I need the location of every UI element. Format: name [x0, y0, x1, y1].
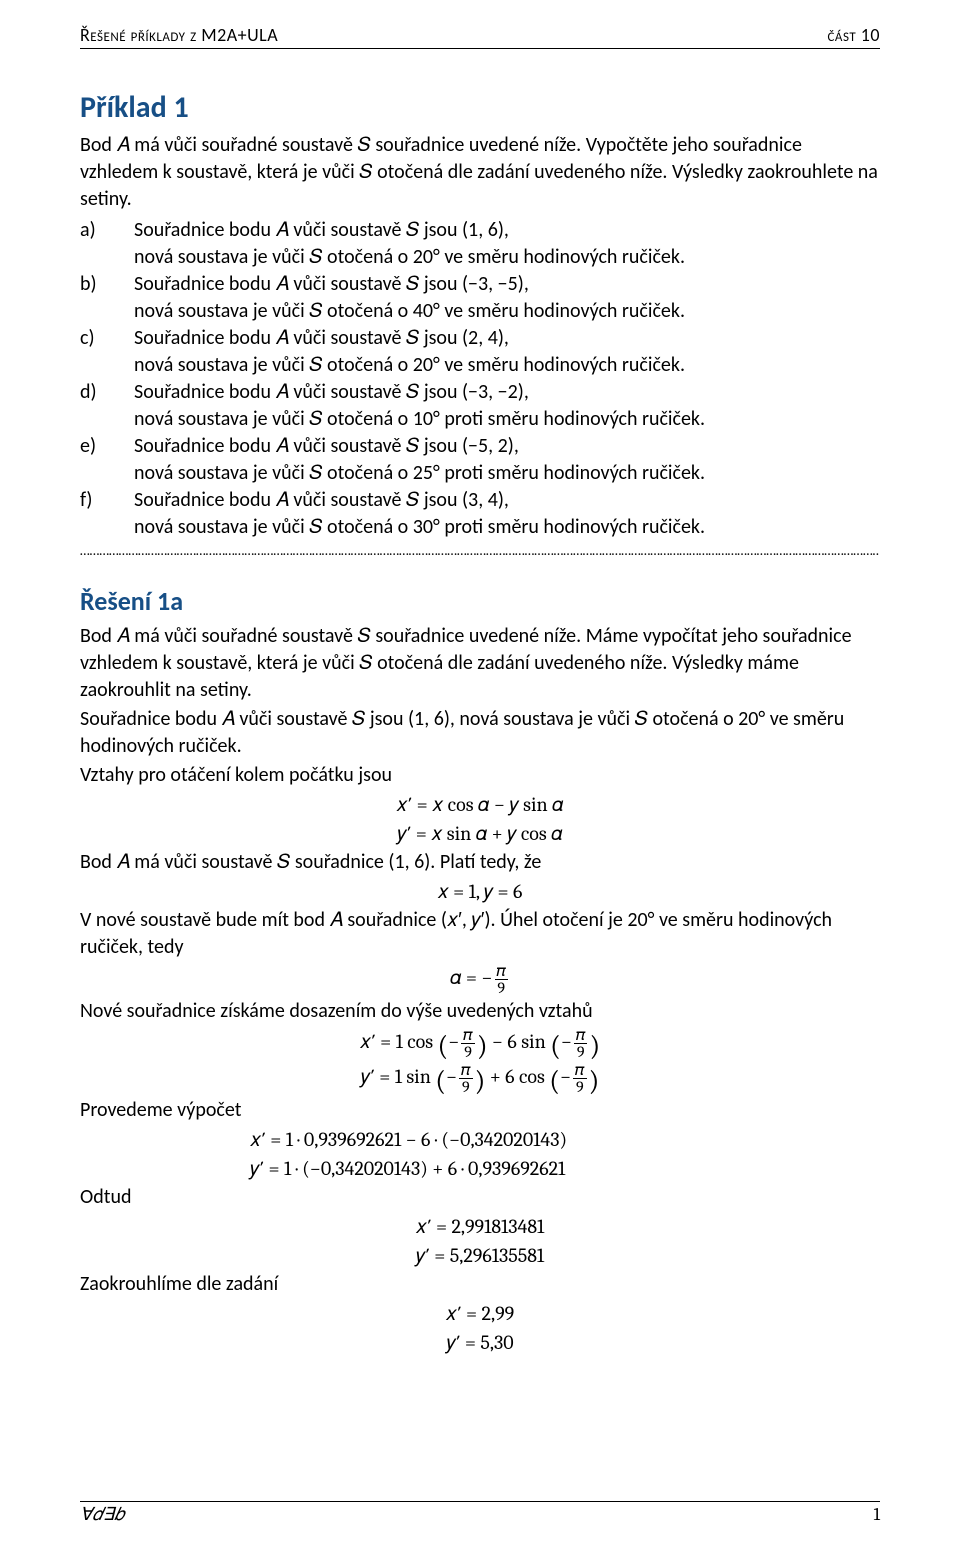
item-a: a) Souřadnice bodu 𝐴 vůči soustavě 𝑆 jso… [80, 217, 880, 271]
page-header: Řešené příklady z M2A+ULA část 10 [80, 24, 880, 49]
solution-p5: V nové soustavě bude mít bod 𝐴 souřadnic… [80, 907, 880, 961]
item-label: c) [80, 325, 134, 379]
eq-sub-y: 𝑦′ = 1 sin (−𝜋9) + 6 cos (−𝜋9) [80, 1062, 880, 1095]
heading-reseni-1a: Řešení 1a [80, 585, 880, 617]
solution-p1: Bod 𝐴 má vůči souřadné soustavě 𝑆 souřad… [80, 623, 880, 704]
item-line-2: nová soustava je vůči 𝑆 otočená o 30° pr… [134, 515, 705, 539]
solution-p6: Nové souřadnice získáme dosazením do výš… [80, 998, 880, 1025]
alpha-lhs: 𝛼 = − [450, 967, 493, 990]
problem-statement: Bod 𝐴 má vůči souřadné soustavě 𝑆 souřad… [80, 132, 880, 541]
item-text: Souřadnice bodu 𝐴 vůči soustavě 𝑆 jsou (… [134, 325, 880, 379]
item-label: b) [80, 271, 134, 325]
item-e: e) Souřadnice bodu 𝐴 vůči soustavě 𝑆 jso… [80, 433, 880, 487]
item-label: a) [80, 217, 134, 271]
equation-xy-values: 𝑥 = 1, 𝑦 = 6 [80, 878, 880, 905]
num: 𝜋 [573, 1062, 587, 1079]
solution-p4: Bod 𝐴 má vůči soustavě 𝑆 souřadnice (1, … [80, 849, 880, 876]
eq3b-frac1: 𝜋9 [459, 1062, 473, 1095]
solution-p3: Vztahy pro otáčení kolem počátku jsou [80, 762, 880, 789]
eq3a-frac1: 𝜋9 [461, 1027, 475, 1060]
den: 9 [461, 1044, 475, 1060]
item-line-2: nová soustava je vůči 𝑆 otočená o 10° pr… [134, 407, 705, 431]
item-b: b) Souřadnice bodu 𝐴 vůči soustavě 𝑆 jso… [80, 271, 880, 325]
eq3a-frac2: 𝜋9 [574, 1027, 588, 1060]
eq3b-mid: + 6 cos [485, 1066, 545, 1089]
eq3a-pre: 𝑥′ = 1 cos [360, 1031, 433, 1054]
item-line-2: nová soustava je vůči 𝑆 otočená o 25° pr… [134, 461, 705, 485]
eq3b-pre: 𝑦′ = 1 sin [361, 1066, 431, 1089]
item-d: d) Souřadnice bodu 𝐴 vůči soustavě 𝑆 jso… [80, 379, 880, 433]
eq-res-x: 𝑥′ = 2,991813481 [80, 1213, 880, 1240]
num: 𝜋 [459, 1062, 473, 1079]
separator-dots: …………………………………………………………………………………………………………… [80, 547, 880, 555]
item-line-1: Souřadnice bodu 𝐴 vůči soustavě 𝑆 jsou (… [134, 488, 509, 512]
heading-priklad-1: Příklad 1 [80, 89, 880, 126]
intro-paragraph: Bod 𝐴 má vůči souřadné soustavě 𝑆 souřad… [80, 132, 880, 213]
eq3b-frac2: 𝜋9 [573, 1062, 587, 1095]
item-text: Souřadnice bodu 𝐴 vůči soustavě 𝑆 jsou (… [134, 379, 880, 433]
den: 9 [459, 1079, 473, 1095]
num: 𝜋 [461, 1027, 475, 1044]
item-line-1: Souřadnice bodu 𝐴 vůči soustavě 𝑆 jsou (… [134, 380, 529, 404]
solution-body: Bod 𝐴 má vůči souřadné soustavě 𝑆 souřad… [80, 623, 880, 1356]
num: 𝜋 [574, 1027, 588, 1044]
item-line-1: Souřadnice bodu 𝐴 vůči soustavě 𝑆 jsou (… [134, 218, 509, 242]
footer-left: ∀𝑑∃𝑏 [80, 1504, 124, 1525]
eq-alpha: 𝛼 = −𝜋9 [80, 963, 880, 996]
eq-comp-y: 𝑦′ = 1 · (−0,342020143) + 6 · 0,93969262… [250, 1155, 880, 1182]
eq-round-y: 𝑦′ = 5,30 [80, 1329, 880, 1356]
item-f: f) Souřadnice bodu 𝐴 vůči soustavě 𝑆 jso… [80, 487, 880, 541]
item-label: f) [80, 487, 134, 541]
solution-p9: Zaokrouhlíme dle zadání [80, 1271, 880, 1298]
eq-sub-x: 𝑥′ = 1 cos (−𝜋9) − 6 sin (−𝜋9) [80, 1027, 880, 1060]
solution-p2: Souřadnice bodu 𝐴 vůči soustavě 𝑆 jsou (… [80, 706, 880, 760]
solution-p7: Provedeme výpočet [80, 1097, 880, 1124]
solution-p8: Odtud [80, 1184, 880, 1211]
item-text: Souřadnice bodu 𝐴 vůči soustavě 𝑆 jsou (… [134, 487, 880, 541]
den: 9 [574, 1044, 588, 1060]
item-label: e) [80, 433, 134, 487]
item-text: Souřadnice bodu 𝐴 vůči soustavě 𝑆 jsou (… [134, 433, 880, 487]
equation-result-full: 𝑥′ = 2,991813481 𝑦′ = 5,296135581 [80, 1213, 880, 1269]
alpha-num: 𝜋 [495, 963, 509, 980]
item-text: Souřadnice bodu 𝐴 vůči soustavě 𝑆 jsou (… [134, 217, 880, 271]
item-line-1: Souřadnice bodu 𝐴 vůči soustavě 𝑆 jsou (… [134, 326, 509, 350]
page-footer: ∀𝑑∃𝑏 1 [80, 1501, 880, 1525]
den: 9 [573, 1079, 587, 1095]
eq-y-prime: 𝑦′ = 𝑥 sin 𝛼 + 𝑦 cos 𝛼 [80, 820, 880, 847]
equation-computation: 𝑥′ = 1 · 0,939692621 − 6 · (−0,342020143… [80, 1126, 880, 1182]
eq-comp-x: 𝑥′ = 1 · 0,939692621 − 6 · (−0,342020143… [250, 1126, 880, 1153]
header-left: Řešené příklady z M2A+ULA [80, 24, 278, 46]
item-text: Souřadnice bodu 𝐴 vůči soustavě 𝑆 jsou (… [134, 271, 880, 325]
eq-res-y: 𝑦′ = 5,296135581 [80, 1242, 880, 1269]
alpha-den: 9 [495, 980, 509, 996]
eq3a-mid: − 6 sin [488, 1031, 546, 1054]
page: Řešené příklady z M2A+ULA část 10 Příkla… [0, 0, 960, 1553]
equation-result-rounded: 𝑥′ = 2,99 𝑦′ = 5,30 [80, 1300, 880, 1356]
item-line-1: Souřadnice bodu 𝐴 vůči soustavě 𝑆 jsou (… [134, 434, 519, 458]
sub-item-list: a) Souřadnice bodu 𝐴 vůči soustavě 𝑆 jso… [80, 217, 880, 541]
equation-rotation-formulas: 𝑥′ = 𝑥 cos 𝛼 − 𝑦 sin 𝛼 𝑦′ = 𝑥 sin 𝛼 + 𝑦 … [80, 791, 880, 847]
item-c: c) Souřadnice bodu 𝐴 vůči soustavě 𝑆 jso… [80, 325, 880, 379]
item-label: d) [80, 379, 134, 433]
equation-substitution: 𝑥′ = 1 cos (−𝜋9) − 6 sin (−𝜋9) 𝑦′ = 1 si… [80, 1027, 880, 1095]
equation-alpha: 𝛼 = −𝜋9 [80, 963, 880, 996]
header-right: část 10 [828, 24, 881, 46]
eq-x-y: 𝑥 = 1, 𝑦 = 6 [80, 878, 880, 905]
eq-round-x: 𝑥′ = 2,99 [80, 1300, 880, 1327]
item-line-2: nová soustava je vůči 𝑆 otočená o 20° ve… [134, 245, 685, 269]
item-line-1: Souřadnice bodu 𝐴 vůči soustavě 𝑆 jsou (… [134, 272, 529, 296]
eq-x-prime: 𝑥′ = 𝑥 cos 𝛼 − 𝑦 sin 𝛼 [80, 791, 880, 818]
footer-page-number: 1 [873, 1504, 880, 1525]
item-line-2: nová soustava je vůči 𝑆 otočená o 20° ve… [134, 353, 685, 377]
alpha-frac: 𝜋9 [495, 963, 509, 996]
item-line-2: nová soustava je vůči 𝑆 otočená o 40° ve… [134, 299, 685, 323]
